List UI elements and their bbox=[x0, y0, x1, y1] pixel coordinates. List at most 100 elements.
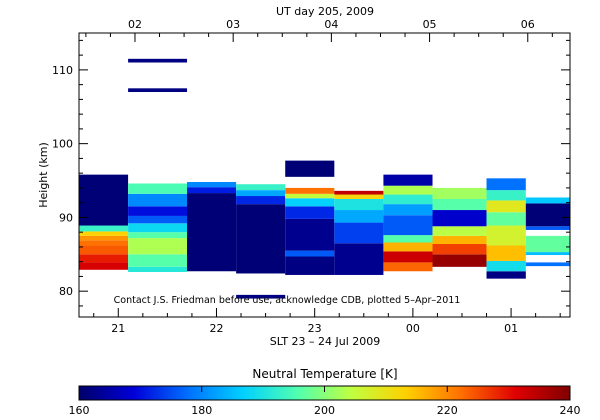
heatmap-cell bbox=[334, 194, 384, 199]
heatmap-cell bbox=[525, 226, 570, 230]
heatmap-cell bbox=[128, 238, 188, 255]
heatmap-cell bbox=[236, 184, 286, 191]
heatmap-cell bbox=[236, 190, 286, 197]
heatmap-cell bbox=[79, 245, 129, 255]
colorbar-title: Neutral Temperature [K] bbox=[252, 367, 397, 381]
heatmap-cell bbox=[285, 250, 335, 257]
heatmap-cell bbox=[236, 204, 286, 274]
top-tick-label: 02 bbox=[128, 18, 142, 31]
heatmap-cell bbox=[432, 187, 487, 199]
heatmap-cell bbox=[432, 254, 487, 267]
heatmap-cell bbox=[334, 243, 384, 275]
heatmap-cell bbox=[128, 183, 188, 194]
colorbar-tick-label: 180 bbox=[191, 404, 212, 417]
top-axis-ticks: 02 03 04 05 06 bbox=[85, 18, 553, 42]
heatmap-cell bbox=[79, 231, 129, 236]
top-tick-label: 05 bbox=[423, 18, 437, 31]
y-tick-label: 90 bbox=[59, 211, 73, 224]
y-axis-label: Height (km) bbox=[37, 142, 50, 208]
heatmap-cell bbox=[383, 235, 433, 243]
x-tick-label: 21 bbox=[111, 322, 125, 335]
heatmap-cell bbox=[187, 182, 237, 188]
heatmap-cell bbox=[128, 266, 188, 273]
heatmap-cell bbox=[128, 88, 188, 93]
heatmap-cell bbox=[236, 294, 286, 299]
heatmap-cell bbox=[128, 232, 188, 239]
top-tick-label: 03 bbox=[226, 18, 240, 31]
heatmap-cell bbox=[432, 235, 487, 244]
heatmap-cell bbox=[486, 190, 526, 201]
heatmap-cell bbox=[383, 185, 433, 195]
heatmap-cell bbox=[285, 206, 335, 219]
x-tick-label: 00 bbox=[406, 322, 420, 335]
heatmap-cell bbox=[383, 174, 433, 186]
colorbar-tick-label: 160 bbox=[69, 404, 90, 417]
heatmap-cell bbox=[383, 204, 433, 216]
x-tick-label: 22 bbox=[209, 322, 223, 335]
heatmap-cell bbox=[486, 200, 526, 213]
heatmap-cell bbox=[285, 218, 335, 251]
heatmap-cell bbox=[486, 245, 526, 261]
heatmap-cell bbox=[128, 215, 188, 224]
colorbar-tick-label: 240 bbox=[560, 404, 581, 417]
heatmap-cell bbox=[383, 215, 433, 236]
heatmap-cell bbox=[187, 193, 237, 272]
heatmap-cell bbox=[383, 262, 433, 272]
heatmap-cell bbox=[383, 242, 433, 252]
heatmap-cell bbox=[236, 196, 286, 205]
colorbar-tick-label: 220 bbox=[437, 404, 458, 417]
heatmap-cell bbox=[525, 235, 570, 253]
heatmap-cell bbox=[285, 160, 335, 177]
heatmap-cell bbox=[79, 262, 129, 270]
heatmap-cell bbox=[486, 178, 526, 191]
colorbar-ticks: 160 180 200 220 240 bbox=[69, 386, 581, 417]
heatmap-cell bbox=[432, 210, 487, 227]
heatmap-cell bbox=[128, 58, 188, 63]
heatmap-cell bbox=[525, 203, 570, 227]
heatmap-cell bbox=[525, 197, 570, 204]
x-tick-label: 01 bbox=[504, 322, 518, 335]
y-tick-label: 100 bbox=[52, 138, 73, 151]
heatmap-cell bbox=[334, 222, 384, 244]
heatmap-cell bbox=[285, 256, 335, 275]
top-tick-label: 06 bbox=[521, 18, 535, 31]
heatmap-cell bbox=[128, 206, 188, 216]
x-axis-label: SLT 23 – 24 Jul 2009 bbox=[270, 335, 381, 348]
heatmap-cell bbox=[486, 271, 526, 279]
heatmap-cell bbox=[79, 225, 129, 232]
heatmap-cell bbox=[432, 226, 487, 236]
heatmap-cell bbox=[383, 194, 433, 205]
y-tick-label: 110 bbox=[52, 64, 73, 77]
usage-annotation: Contact J.S. Friedman before use, acknow… bbox=[114, 295, 461, 306]
heatmap-cell bbox=[525, 262, 570, 267]
top-tick-label: 04 bbox=[324, 18, 338, 31]
bottom-axis-ticks: 21 22 23 00 01 bbox=[93, 308, 561, 335]
heatmap-cell bbox=[285, 187, 335, 194]
colorbar-tick-label: 200 bbox=[314, 404, 335, 417]
heatmap-cell bbox=[128, 193, 188, 207]
heatmap-cell bbox=[79, 235, 129, 241]
heatmap-cell bbox=[79, 254, 129, 263]
heatmap-cell bbox=[285, 198, 335, 207]
heatmap-cell bbox=[334, 198, 384, 211]
heatmap-cell bbox=[128, 254, 188, 267]
heatmap-cell bbox=[486, 225, 526, 246]
heatmap-columns bbox=[79, 58, 570, 299]
plot-frame bbox=[78, 32, 571, 318]
heatmap-cell bbox=[432, 243, 487, 255]
heatmap-cell bbox=[128, 223, 188, 233]
heatmap-cell bbox=[187, 187, 237, 194]
top-axis-title: UT day 205, 2009 bbox=[276, 5, 374, 18]
y-axis-ticks: 80 90 100 110 bbox=[52, 39, 570, 307]
x-tick-label: 23 bbox=[308, 322, 322, 335]
heatmap-cell bbox=[79, 240, 129, 246]
heatmap-cell bbox=[285, 193, 335, 199]
heatmap-cell bbox=[432, 198, 487, 211]
heatmap-cell bbox=[334, 190, 384, 195]
heatmap-cell bbox=[525, 252, 570, 256]
heatmap-cell bbox=[486, 212, 526, 226]
heatmap-cell bbox=[486, 260, 526, 272]
y-tick-label: 80 bbox=[59, 285, 73, 298]
heatmap-cell bbox=[383, 251, 433, 263]
